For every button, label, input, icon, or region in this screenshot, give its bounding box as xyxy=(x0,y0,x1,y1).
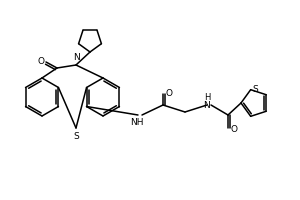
Text: S: S xyxy=(73,132,79,141)
Text: O: O xyxy=(230,124,238,134)
Text: O: O xyxy=(166,88,172,98)
Text: H: H xyxy=(204,93,210,102)
Text: O: O xyxy=(38,56,44,66)
Text: NH: NH xyxy=(130,118,144,127)
Text: N: N xyxy=(74,53,80,62)
Text: N: N xyxy=(204,100,210,110)
Text: S: S xyxy=(253,85,258,94)
